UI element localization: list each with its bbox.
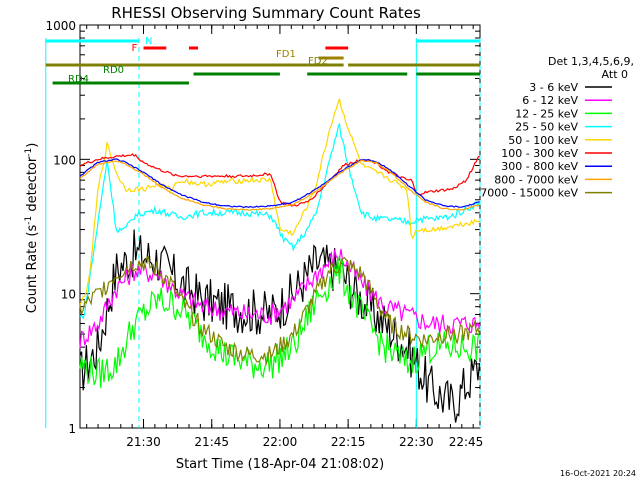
legend-label: 300 - 800 keV bbox=[501, 160, 578, 173]
x-tick-label: 22:00 bbox=[263, 435, 298, 449]
x-tick-label: 22:45 bbox=[449, 435, 484, 449]
series-line-7 bbox=[79, 159, 480, 211]
legend-label: 6 - 12 keV bbox=[522, 94, 578, 107]
x-tick-label: 22:30 bbox=[399, 435, 434, 449]
flag-label-fd1: FD1 bbox=[276, 49, 296, 60]
legend-header-line2: Att 0 bbox=[602, 68, 628, 81]
legend-label: 50 - 100 keV bbox=[508, 134, 578, 147]
legend-label: 800 - 7000 keV bbox=[494, 173, 578, 186]
legend-label: 12 - 25 keV bbox=[515, 107, 578, 120]
chart-title: RHESSI Observing Summary Count Rates bbox=[111, 4, 421, 22]
flag-label-rd4: RD4 bbox=[68, 74, 89, 85]
series-line-2 bbox=[79, 255, 481, 388]
flag-label-fd2: FD2 bbox=[308, 56, 328, 67]
flag-label-n: N bbox=[145, 36, 152, 47]
x-tick-label: 22:15 bbox=[331, 435, 366, 449]
series-line-5 bbox=[79, 153, 480, 207]
flag-label-rd0: RD0 bbox=[103, 65, 124, 76]
legend-label: 7000 - 15000 keV bbox=[480, 187, 578, 200]
legend-label: 25 - 50 keV bbox=[515, 121, 578, 134]
timestamp: 16-Oct-2021 20:24 bbox=[560, 469, 636, 478]
series-line-6 bbox=[79, 158, 480, 209]
series-line-8 bbox=[79, 255, 481, 367]
y-tick-label: 100 bbox=[53, 153, 76, 167]
series-line-1 bbox=[79, 248, 481, 349]
x-tick-label: 21:30 bbox=[126, 435, 161, 449]
y-tick-label: 1 bbox=[68, 422, 76, 436]
y-axis-label: Count Rate (s-1 detector-1) bbox=[24, 143, 40, 314]
y-tick-label: 1000 bbox=[45, 19, 76, 33]
x-axis-label: Start Time (18-Apr-04 21:08:02) bbox=[176, 457, 384, 472]
series-line-0 bbox=[79, 229, 481, 423]
series-line-3 bbox=[79, 123, 481, 320]
flag-label-f: F bbox=[132, 43, 138, 54]
y-tick-label: 10 bbox=[61, 288, 76, 302]
legend-header-line1: Det 1,3,4,5,6,9, bbox=[548, 55, 634, 68]
x-tick-label: 21:45 bbox=[194, 435, 229, 449]
series-line-4 bbox=[79, 98, 480, 305]
legend-label: 3 - 6 keV bbox=[529, 81, 578, 94]
legend-label: 100 - 300 keV bbox=[501, 147, 578, 160]
